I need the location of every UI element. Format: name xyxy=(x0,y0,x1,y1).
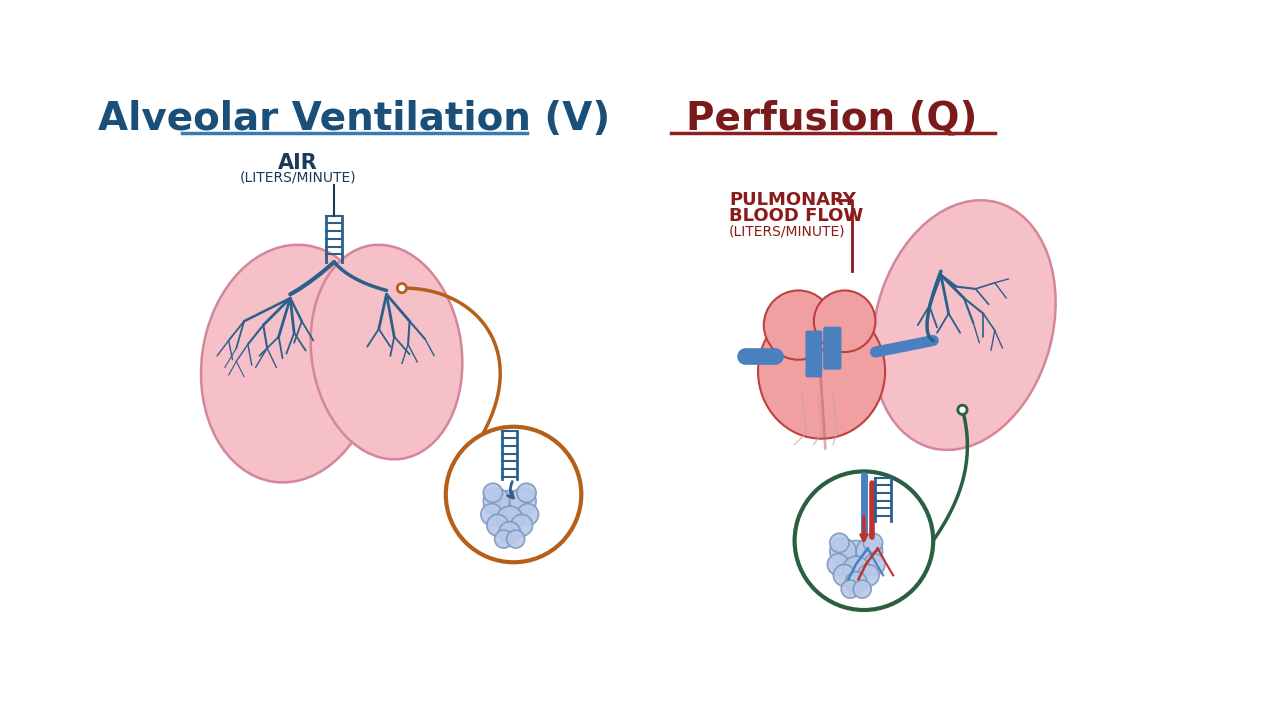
Circle shape xyxy=(858,564,879,586)
Text: BLOOD FLOW: BLOOD FLOW xyxy=(730,207,864,225)
Circle shape xyxy=(481,504,503,526)
FancyBboxPatch shape xyxy=(824,328,841,369)
Circle shape xyxy=(499,522,521,544)
Circle shape xyxy=(497,506,524,533)
Circle shape xyxy=(864,554,884,575)
Circle shape xyxy=(829,534,849,552)
Circle shape xyxy=(484,483,503,503)
Ellipse shape xyxy=(311,245,462,459)
Circle shape xyxy=(517,504,539,526)
Circle shape xyxy=(854,580,872,598)
Circle shape xyxy=(829,538,856,564)
Text: Perfusion (Q): Perfusion (Q) xyxy=(686,100,977,138)
Circle shape xyxy=(844,556,869,582)
Text: Alveolar Ventilation (V): Alveolar Ventilation (V) xyxy=(99,100,611,138)
Circle shape xyxy=(486,515,508,536)
Ellipse shape xyxy=(201,245,379,482)
Ellipse shape xyxy=(758,304,884,438)
Circle shape xyxy=(445,427,581,562)
Circle shape xyxy=(864,534,883,552)
Circle shape xyxy=(795,472,933,610)
Text: PULMONARY: PULMONARY xyxy=(730,192,856,210)
Circle shape xyxy=(484,488,509,515)
Circle shape xyxy=(856,538,883,564)
FancyBboxPatch shape xyxy=(806,331,822,377)
Circle shape xyxy=(957,405,968,415)
Ellipse shape xyxy=(814,290,876,352)
Circle shape xyxy=(845,572,867,593)
Circle shape xyxy=(494,490,525,522)
Circle shape xyxy=(833,564,855,586)
Ellipse shape xyxy=(873,200,1056,450)
Circle shape xyxy=(511,515,532,536)
Circle shape xyxy=(841,541,872,572)
Circle shape xyxy=(397,284,407,293)
Circle shape xyxy=(509,488,536,515)
Circle shape xyxy=(841,580,859,598)
Text: (LITERS/MINUTE): (LITERS/MINUTE) xyxy=(239,170,356,184)
Circle shape xyxy=(827,554,849,575)
Ellipse shape xyxy=(764,290,833,360)
Circle shape xyxy=(507,530,525,548)
Text: AIR: AIR xyxy=(278,153,317,174)
Circle shape xyxy=(494,530,513,548)
Text: (LITERS/MINUTE): (LITERS/MINUTE) xyxy=(730,224,846,238)
Circle shape xyxy=(517,483,536,503)
